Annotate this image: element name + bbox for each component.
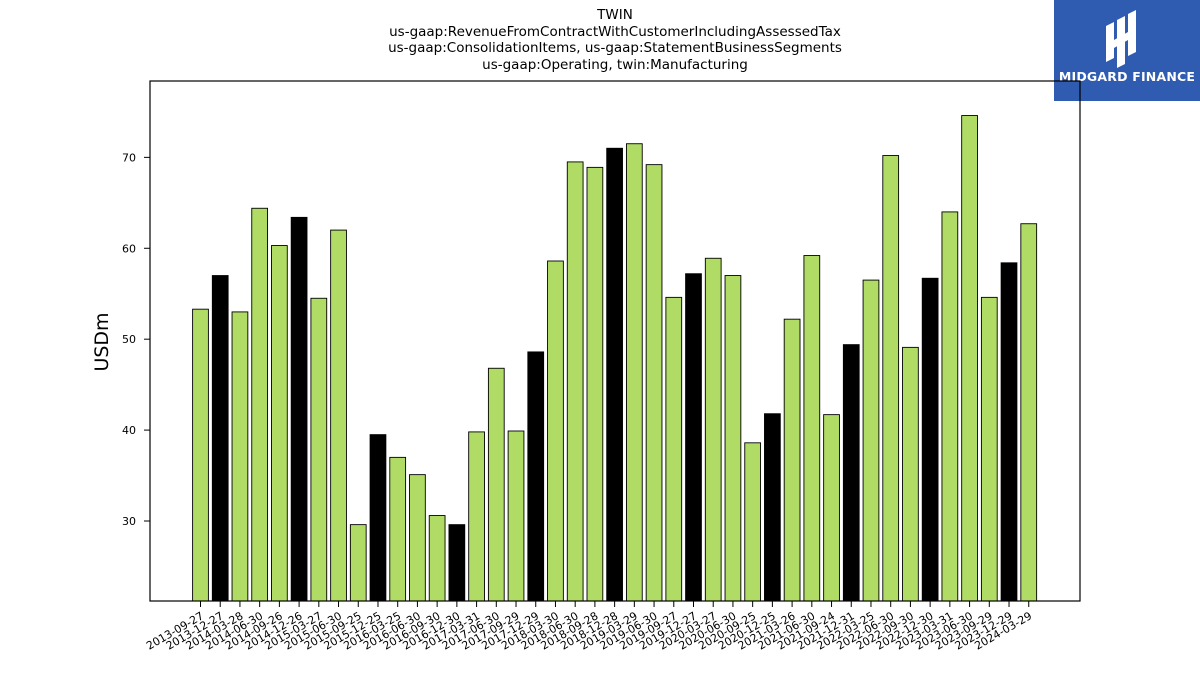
y-tick-label: 60: [122, 242, 136, 255]
bar: [547, 260, 564, 602]
bar: [902, 346, 919, 602]
y-axis: 30 40 50 60 70: [122, 151, 150, 528]
logo-mark-icon: [1106, 10, 1136, 68]
bar: [586, 166, 604, 602]
bar: [310, 297, 328, 602]
bar: [645, 164, 663, 602]
bar: [764, 413, 781, 602]
bar: [783, 318, 801, 602]
bar: [1020, 223, 1038, 602]
bar: [448, 524, 466, 602]
brand-logo: MIDGARD FINANCE: [1054, 0, 1200, 101]
y-tick-label: 40: [122, 424, 136, 437]
bar: [369, 434, 387, 602]
bar: [290, 216, 308, 602]
y-tick-label: 30: [122, 515, 136, 528]
bars-group: [192, 115, 1038, 602]
bar: [704, 257, 722, 602]
bar: [527, 351, 545, 602]
bar: [231, 311, 249, 602]
bar: [823, 414, 840, 602]
bar: [665, 296, 683, 602]
bar: [882, 155, 900, 602]
logo-text: MIDGARD FINANCE: [1058, 69, 1196, 84]
bar: [566, 161, 584, 602]
bar: [428, 515, 446, 602]
bar: [625, 143, 643, 602]
bar: [803, 255, 821, 602]
bar: [349, 524, 367, 602]
chart-title: TWIN us-gaap:RevenueFromContractWithCust…: [150, 7, 1080, 73]
bar: [980, 296, 998, 602]
bar: [409, 474, 426, 602]
chart-title-line: us-gaap:ConsolidationItems, us-gaap:Stat…: [388, 40, 842, 56]
y-tick-label: 70: [122, 151, 136, 164]
bar: [251, 207, 269, 602]
chart-title-line: TWIN: [597, 7, 633, 23]
bar: [507, 430, 525, 602]
bar: [941, 211, 959, 602]
bar: [744, 442, 762, 602]
bar: [211, 275, 229, 602]
bar: [961, 115, 978, 602]
bar: [192, 308, 209, 602]
bar: [921, 277, 939, 602]
chart-title-line: us-gaap:Operating, twin:Manufacturing: [482, 56, 748, 73]
bar: [842, 344, 860, 602]
bar: [606, 147, 623, 602]
plot-frame: [149, 80, 1081, 602]
bar: [330, 229, 347, 602]
bar: [862, 279, 880, 602]
bar: [724, 275, 742, 602]
bar: [271, 245, 288, 602]
bar: [468, 431, 485, 602]
chart-title-line: us-gaap:RevenueFromContractWithCustomerI…: [389, 23, 841, 40]
bar: [1000, 262, 1018, 602]
y-tick-label: 50: [122, 333, 136, 346]
bar: [389, 456, 407, 602]
x-axis: 2013-09-272013-12-272014-03-282014-06-30…: [144, 601, 1034, 653]
bar: [487, 367, 505, 602]
bar: [685, 273, 702, 602]
y-axis-label: USDm: [91, 312, 113, 371]
